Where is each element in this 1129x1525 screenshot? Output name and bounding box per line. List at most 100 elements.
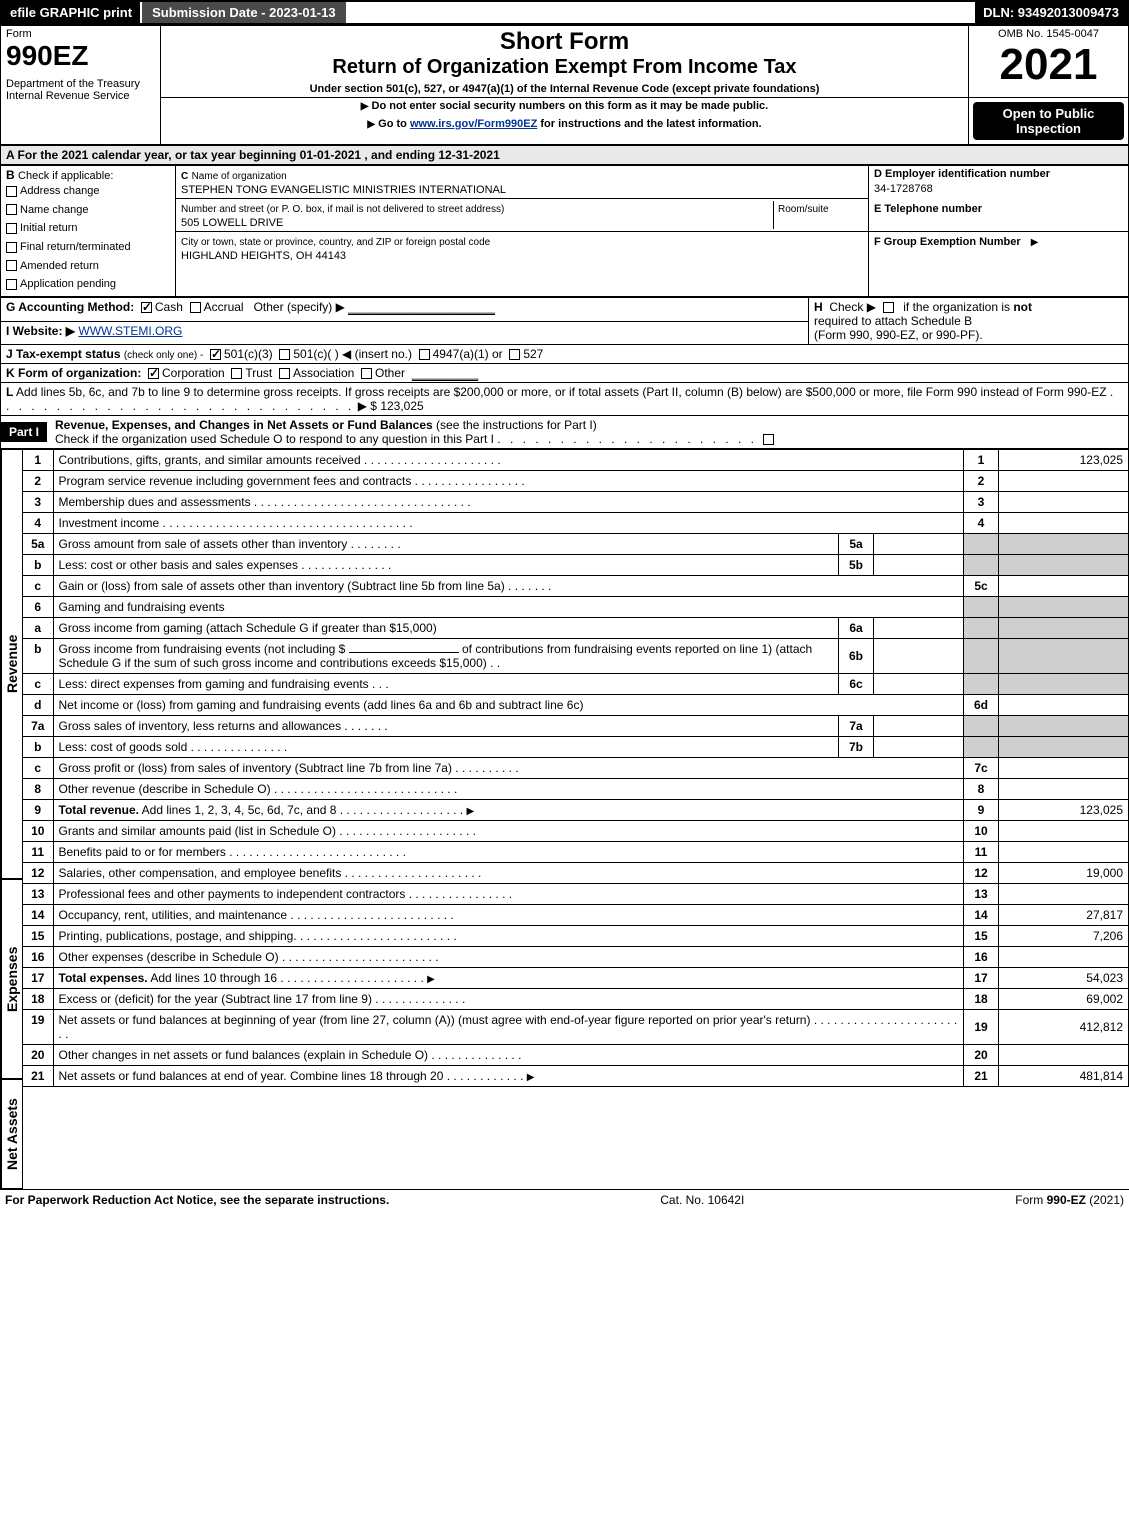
line-1: 1Contributions, gifts, grants, and simil… <box>23 450 1129 471</box>
goto-link[interactable]: www.irs.gov/Form990EZ <box>410 118 537 130</box>
section-b-label: B <box>6 168 15 182</box>
h-text3: required to attach Schedule B <box>814 314 972 328</box>
checkbox-application-pending[interactable] <box>6 279 17 290</box>
j-label: J Tax-exempt status <box>6 347 121 361</box>
website-link[interactable]: WWW.STEMI.ORG <box>78 324 182 338</box>
checkbox-527[interactable] <box>509 349 520 360</box>
line-8: 8Other revenue (describe in Schedule O) … <box>23 779 1129 800</box>
omb-cell: OMB No. 1545-0047 2021 <box>969 26 1129 98</box>
part1-see: (see the instructions for Part I) <box>436 418 597 432</box>
line-6b: bGross income from fundraising events (n… <box>23 639 1129 674</box>
form-number: 990EZ <box>6 40 155 72</box>
checkbox-part1-scho[interactable] <box>763 434 774 445</box>
g-cash: Cash <box>155 300 183 314</box>
checkbox-final-return[interactable] <box>6 242 17 253</box>
g-label: G Accounting Method: <box>6 300 134 314</box>
checkbox-amended-return[interactable] <box>6 260 17 271</box>
checkbox-4947[interactable] <box>419 349 430 360</box>
checkbox-initial-return[interactable] <box>6 223 17 234</box>
checkbox-501c3[interactable] <box>210 349 221 360</box>
opt-name-change: Name change <box>20 204 89 216</box>
l-arrow: ▶ $ <box>358 399 377 413</box>
k-other: Other <box>375 366 405 380</box>
goto-suffix: for instructions and the latest informat… <box>540 118 761 130</box>
omb-label: OMB No. 1545-0047 <box>974 28 1123 40</box>
line-16: 16Other expenses (describe in Schedule O… <box>23 947 1129 968</box>
irs-label: Internal Revenue Service <box>6 90 155 102</box>
section-f: F Group Exemption Number ▶ <box>869 232 1129 297</box>
l6b-blank[interactable] <box>349 652 459 653</box>
j-opt4: 527 <box>523 347 543 361</box>
sections-gh: G Accounting Method: Cash Accrual Other … <box>0 297 1129 345</box>
h-text4: (Form 990, 990-EZ, or 990-PF). <box>814 328 983 342</box>
dept-label: Department of the Treasury <box>6 78 155 90</box>
opt-initial-return: Initial return <box>20 222 77 234</box>
vert-expenses: Expenses <box>1 879 23 1079</box>
org-name: STEPHEN TONG EVANGELISTIC MINISTRIES INT… <box>181 184 506 196</box>
checkbox-h[interactable] <box>883 302 894 313</box>
efile-label[interactable]: efile GRAPHIC print <box>2 2 140 23</box>
ein-value: 34-1728768 <box>874 183 1123 195</box>
street-label: Number and street (or P. O. box, if mail… <box>181 204 504 215</box>
line-2: 2Program service revenue including gover… <box>23 471 1129 492</box>
checkbox-address-change[interactable] <box>6 186 17 197</box>
l17-bold: Total expenses. <box>59 971 148 985</box>
line-14: 14Occupancy, rent, utilities, and mainte… <box>23 905 1129 926</box>
k-label: K Form of organization: <box>6 366 141 380</box>
h-check: Check ▶ <box>829 300 876 314</box>
h-label: H <box>814 300 823 314</box>
section-k: K Form of organization: Corporation Trus… <box>0 364 1129 383</box>
line-7c: cGross profit or (loss) from sales of in… <box>23 758 1129 779</box>
opt-application-pending: Application pending <box>20 278 116 290</box>
part1-header-row: Part I Revenue, Expenses, and Changes in… <box>0 416 1129 449</box>
goto-prefix: Go to <box>378 118 410 130</box>
footer-left: For Paperwork Reduction Act Notice, see … <box>5 1193 389 1207</box>
line-6a: aGross income from gaming (attach Schedu… <box>23 618 1129 639</box>
checkbox-cash[interactable] <box>141 302 152 313</box>
opt-address-change: Address change <box>20 185 100 197</box>
checkbox-corporation[interactable] <box>148 368 159 379</box>
section-i: I Website: ▶ WWW.STEMI.ORG <box>1 321 809 345</box>
line-11: 11Benefits paid to or for members . . . … <box>23 842 1129 863</box>
checkbox-trust[interactable] <box>231 368 242 379</box>
city-label: City or town, state or province, country… <box>181 237 490 248</box>
opt-final-return: Final return/terminated <box>20 241 131 253</box>
checkbox-name-change[interactable] <box>6 204 17 215</box>
header-left-cell: Form 990EZ Department of the Treasury In… <box>1 26 161 145</box>
under-section: Under section 501(c), 527, or 4947(a)(1)… <box>166 83 963 95</box>
line-7a: 7aGross sales of inventory, less returns… <box>23 716 1129 737</box>
top-bar: efile GRAPHIC print Submission Date - 20… <box>0 0 1129 25</box>
city-value: HIGHLAND HEIGHTS, OH 44143 <box>181 250 346 262</box>
checkbox-501c[interactable] <box>279 349 290 360</box>
l-label: L <box>6 385 13 399</box>
i-label: I Website: ▶ <box>6 324 75 338</box>
dln-label: DLN: 93492013009473 <box>975 2 1127 23</box>
e-phone-label: E Telephone number <box>874 203 1123 215</box>
lines-table: 1Contributions, gifts, grants, and simil… <box>23 449 1129 1087</box>
line-5c: cGain or (loss) from sale of assets othe… <box>23 576 1129 597</box>
section-de: D Employer identification number 34-1728… <box>869 166 1129 232</box>
room-label: Room/suite <box>778 204 829 215</box>
h-text2: if the organization is <box>903 300 1010 314</box>
checkbox-accrual[interactable] <box>190 302 201 313</box>
sections-bcdef: B Check if applicable: Address change Na… <box>0 165 1129 297</box>
header-mid-cell: Short Form Return of Organization Exempt… <box>161 26 969 98</box>
line-17: 17Total expenses. Add lines 10 through 1… <box>23 968 1129 989</box>
form-header-table: Form 990EZ Department of the Treasury In… <box>0 25 1129 145</box>
line-5b: bLess: cost or other basis and sales exp… <box>23 555 1129 576</box>
k-assoc: Association <box>293 366 354 380</box>
line-19: 19Net assets or fund balances at beginni… <box>23 1010 1129 1045</box>
line-6: 6Gaming and fundraising events <box>23 597 1129 618</box>
section-c-street: Number and street (or P. O. box, if mail… <box>176 199 869 232</box>
f-label: F Group Exemption Number <box>874 236 1021 248</box>
line-21: 21Net assets or fund balances at end of … <box>23 1066 1129 1087</box>
k-other-line[interactable]: __________ <box>412 366 479 381</box>
checkbox-association[interactable] <box>279 368 290 379</box>
line-4: 4Investment income . . . . . . . . . . .… <box>23 513 1129 534</box>
line-20: 20Other changes in net assets or fund ba… <box>23 1045 1129 1066</box>
checkbox-other-org[interactable] <box>361 368 372 379</box>
j-opt1: 501(c)(3) <box>224 347 273 361</box>
section-b: B Check if applicable: Address change Na… <box>1 166 176 297</box>
open-public-box: Open to Public Inspection <box>973 102 1124 140</box>
g-other-line[interactable]: ______________________ <box>348 300 495 315</box>
